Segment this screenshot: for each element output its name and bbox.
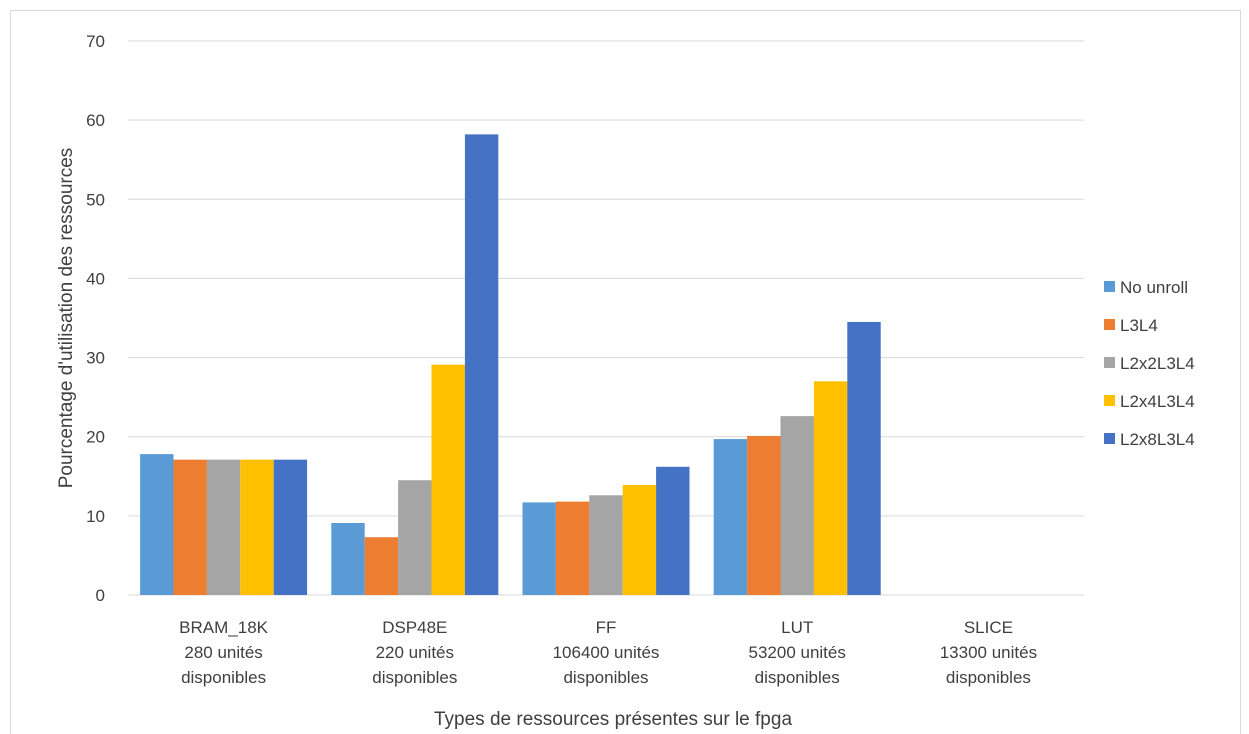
legend-label: L3L4 [1120,316,1158,335]
bar-no-unroll [522,502,556,595]
x-category-label: 280 unités [184,643,262,662]
bar-l2x4l3l4 [813,381,848,595]
bar-l2x2l3l4 [780,416,814,595]
x-category-label: 106400 unités [553,643,660,662]
bar-l2x8l3l4 [656,466,690,595]
legend: No unroll L3L4 L2x2L3L4 L2x4L3L4 L2x8L3L4 [1104,278,1195,449]
bar-l2x2l3l4 [206,459,241,595]
x-category-label: disponibles [946,668,1031,687]
legend-swatch [1104,281,1115,292]
legend-label: No unroll [1120,278,1188,297]
legend-label: L2x2L3L4 [1120,354,1195,373]
legend-label: L2x4L3L4 [1120,392,1195,411]
bar-l3l4 [555,501,590,595]
x-category-label: disponibles [755,668,840,687]
bar-l2x4l3l4 [622,484,657,595]
bar-l2x8l3l4 [273,459,308,595]
legend-swatch [1104,357,1115,368]
x-category-label: BRAM_18K [179,618,268,637]
y-axis-title: Pourcentage d'utilisation des ressources [56,148,77,489]
x-category-label: FF [596,618,617,637]
x-category-label: 13300 unités [940,643,1037,662]
bar-l2x4l3l4 [431,364,465,595]
bar-no-unroll [713,439,748,595]
y-axis-ticks: 0 10 20 30 40 50 60 70 [86,32,105,605]
x-category-label: disponibles [181,668,266,687]
legend-swatch [1104,319,1115,330]
bar-l2x2l3l4 [398,480,432,595]
x-category-label: LUT [781,618,813,637]
legend-swatch [1104,433,1115,444]
y-tick-label: 30 [86,349,105,368]
legend-swatch [1104,395,1115,406]
bar-no-unroll [140,454,174,595]
y-tick-label: 70 [86,32,105,51]
x-category-label: 53200 unités [749,643,846,662]
y-tick-label: 40 [86,269,105,288]
bar-l2x8l3l4 [464,134,499,596]
x-category-label: disponibles [563,668,648,687]
x-category-label: DSP48E [382,618,447,637]
y-tick-label: 50 [86,190,105,209]
y-tick-label: 20 [86,428,105,447]
y-tick-label: 10 [86,507,105,526]
bar-l3l4 [364,537,399,595]
x-category-label: SLICE [964,618,1013,637]
bar-l3l4 [173,459,207,595]
y-tick-label: 0 [96,586,105,605]
bar-l2x4l3l4 [240,459,274,595]
bar-l2x8l3l4 [847,321,881,595]
chart-frame [10,10,1241,734]
y-tick-label: 60 [86,111,105,130]
bar-no-unroll [331,522,365,595]
bars [140,134,881,596]
x-axis-categories: BRAM_18K 280 unités disponibles DSP48E 220 u… [179,618,1037,687]
x-axis-title: Types de ressources présentes sur le fpg… [434,709,792,730]
legend-label: L2x8L3L4 [1120,430,1195,449]
bar-l2x2l3l4 [589,495,623,595]
bar-l3l4 [747,435,781,595]
x-category-label: disponibles [372,668,457,687]
x-category-label: 220 unités [376,643,454,662]
